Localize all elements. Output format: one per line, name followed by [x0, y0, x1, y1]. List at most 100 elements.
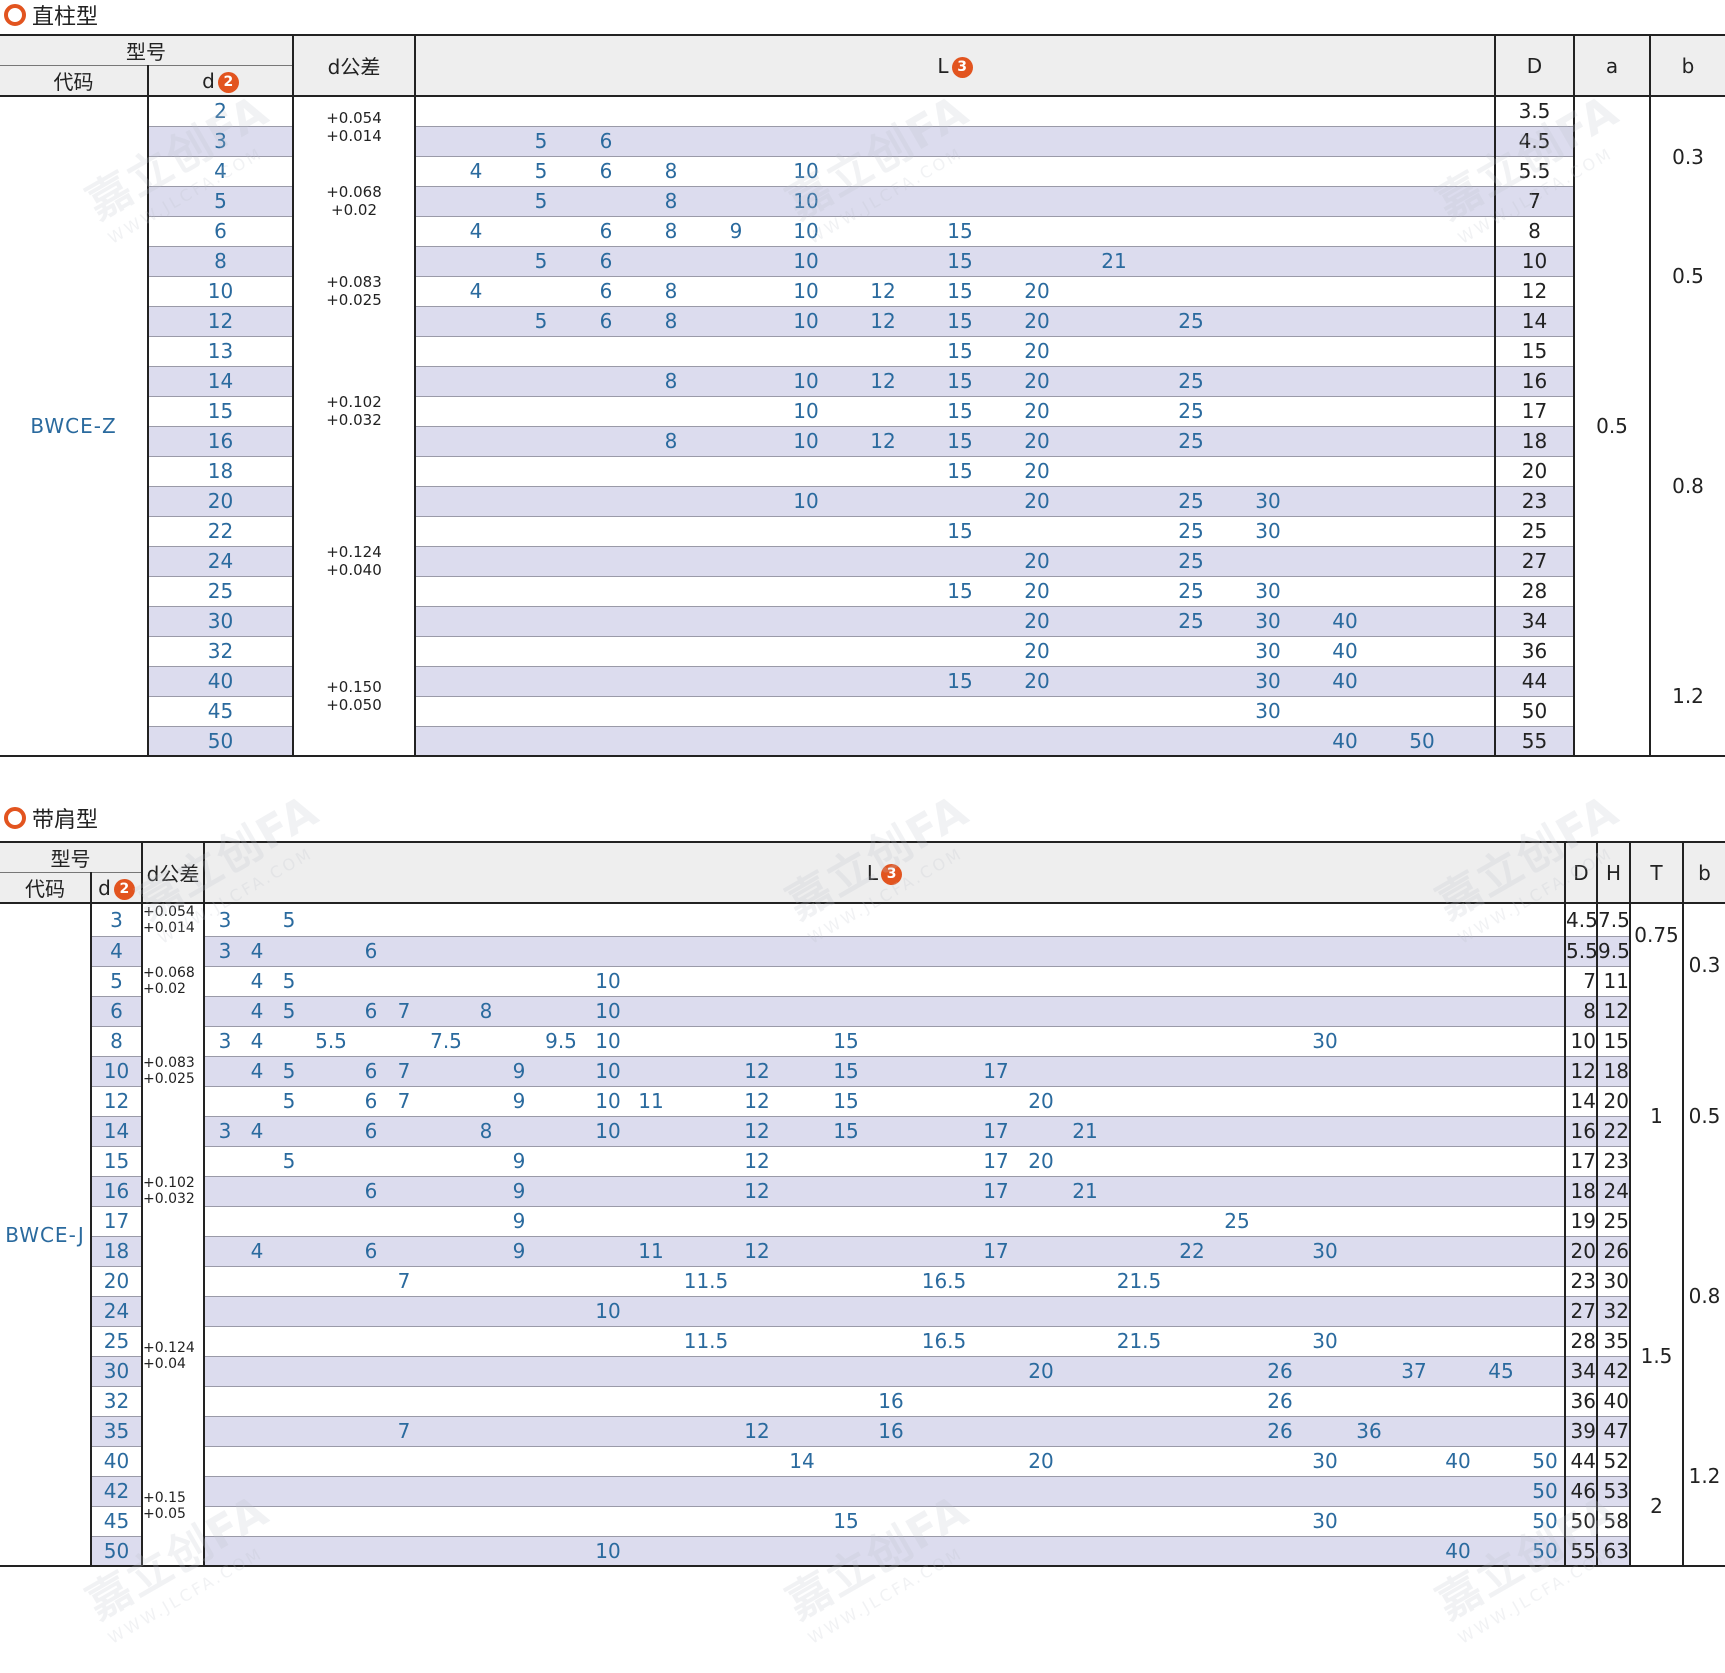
H-value: 58 — [1596, 1506, 1630, 1537]
table-row: 30 20 26 37 45 34 42 — [0, 1356, 1725, 1387]
length-value: 7 — [397, 999, 411, 1023]
D-value: 20 — [1564, 1236, 1597, 1267]
tolerance-upper: +0.083 — [143, 1055, 195, 1071]
d-value: 10 — [90, 1056, 142, 1087]
length-value: 30 — [1255, 609, 1281, 633]
d-value: 32 — [90, 1386, 142, 1417]
b-value: 0.3 — [1682, 903, 1725, 1026]
length-value: 8 — [479, 1119, 493, 1143]
H-value: 18 — [1596, 1056, 1630, 1087]
D-value: 39 — [1564, 1416, 1597, 1447]
length-value: 30 — [1255, 519, 1281, 543]
D-value: 14 — [1564, 1086, 1597, 1117]
section-title-shoulder: 带肩型 — [4, 803, 98, 833]
section-title-straight: 直柱型 — [4, 0, 98, 30]
length-options: 5 6 7 9 10 11 12 15 20 — [203, 1086, 1565, 1117]
length-value: 9 — [729, 219, 743, 243]
H-value: 12 — [1596, 996, 1630, 1027]
d-value: 6 — [90, 996, 142, 1027]
length-value: 5 — [282, 999, 296, 1023]
length-value: 6 — [599, 249, 613, 273]
header-d-label: d — [98, 875, 111, 900]
d-value: 50 — [147, 726, 293, 757]
length-value: 17 — [983, 1179, 1009, 1203]
d-value: 45 — [90, 1506, 142, 1537]
length-value: 20 — [1028, 1149, 1054, 1173]
length-options: 4 6 8 10 12 15 20 — [414, 276, 1495, 307]
length-value: 9 — [512, 1089, 526, 1113]
length-value: 3 — [218, 1029, 232, 1053]
table-row: 18 15 20 20 — [0, 456, 1725, 487]
length-value: 8 — [664, 309, 678, 333]
table-row: 32 +0.150 +0.050 20 30 40 36 1.2 — [0, 636, 1725, 756]
d-value: 17 — [90, 1206, 142, 1237]
D-value: 50 — [1494, 696, 1574, 727]
length-value: 40 — [1332, 669, 1358, 693]
length-value: 8 — [664, 189, 678, 213]
b-value: 0.8 — [1682, 1206, 1725, 1386]
tolerance-upper: +0.102 — [143, 1175, 195, 1191]
d-value: 50 — [90, 1536, 142, 1567]
table-row: 15 5 9 12 17 20 17 23 — [0, 1146, 1725, 1177]
length-value: 9 — [512, 1239, 526, 1263]
tolerance-upper: +0.124 — [143, 1340, 195, 1356]
table-row: 4 +0.068 +0.02 3 4 6 5.5 9.5 — [0, 936, 1725, 1026]
length-value: 12 — [744, 1239, 770, 1263]
note-3-badge: 3 — [881, 863, 903, 885]
length-value: 5 — [282, 1059, 296, 1083]
length-value: 4 — [469, 159, 483, 183]
length-value: 9 — [512, 1149, 526, 1173]
D-value: 10 — [1564, 1026, 1597, 1057]
length-value: 6 — [364, 1239, 378, 1263]
length-value: 15 — [947, 579, 973, 603]
table-row: 12 5 6 8 10 12 15 20 25 14 — [0, 306, 1725, 337]
table-row: 16 8 10 12 15 20 25 18 — [0, 426, 1725, 457]
table-row: 16 6 9 12 17 21 18 24 — [0, 1176, 1725, 1207]
table-row: 24 20 25 27 — [0, 546, 1725, 577]
D-value: 8 — [1494, 216, 1574, 247]
D-value: 36 — [1494, 636, 1574, 667]
length-options: 7 11.5 16.5 21.5 — [203, 1266, 1565, 1297]
d-value: 18 — [90, 1236, 142, 1267]
H-value: 52 — [1596, 1446, 1630, 1477]
length-value: 8 — [664, 279, 678, 303]
table-row: 35 7 12 16 26 36 39 47 — [0, 1416, 1725, 1447]
d-value: 10 — [147, 276, 293, 307]
length-options: 20 30 40 — [414, 636, 1495, 667]
D-value: 28 — [1494, 576, 1574, 607]
D-value: 16 — [1494, 366, 1574, 397]
length-value: 6 — [599, 279, 613, 303]
length-value: 12 — [744, 1119, 770, 1143]
tolerance-upper: +0.054 — [143, 904, 195, 920]
length-value: 21 — [1072, 1119, 1098, 1143]
length-value: 20 — [1024, 579, 1050, 603]
length-options: 9 25 — [203, 1206, 1565, 1237]
tolerance-upper: +0.124 — [326, 543, 382, 561]
table-row: 20 +0.124 +0.04 7 11.5 16.5 21.5 23 30 1.5 — [0, 1266, 1725, 1446]
length-options: 4 5 6 7 9 10 12 15 17 — [203, 1056, 1565, 1087]
d-value: 25 — [147, 576, 293, 607]
table-row: 6 4 6 8 9 10 15 8 0.5 — [0, 216, 1725, 336]
length-value: 30 — [1312, 1509, 1338, 1533]
d-value: 5 — [90, 966, 142, 997]
length-value: 50 — [1532, 1479, 1558, 1503]
d-value: 40 — [90, 1446, 142, 1477]
length-value: 5 — [534, 309, 548, 333]
length-value: 9.5 — [545, 1029, 577, 1053]
length-value: 5 — [534, 189, 548, 213]
length-value: 3 — [218, 939, 232, 963]
length-value: 11.5 — [683, 1269, 729, 1293]
length-value: 21.5 — [1116, 1329, 1162, 1353]
a-value: 0.5 — [1573, 96, 1650, 756]
H-value: 23 — [1596, 1146, 1630, 1177]
length-value: 12 — [744, 1059, 770, 1083]
D-value: 27 — [1494, 546, 1574, 577]
length-value: 3 — [417, 99, 418, 123]
length-options: 20 25 — [414, 546, 1495, 577]
length-value: 6 — [364, 1179, 378, 1203]
H-value: 32 — [1596, 1296, 1630, 1327]
length-options: 10 40 50 — [203, 1536, 1565, 1567]
length-options: 10 — [203, 1296, 1565, 1327]
b-value: 0.8 — [1649, 336, 1725, 636]
H-value: 9.5 — [1596, 936, 1630, 967]
